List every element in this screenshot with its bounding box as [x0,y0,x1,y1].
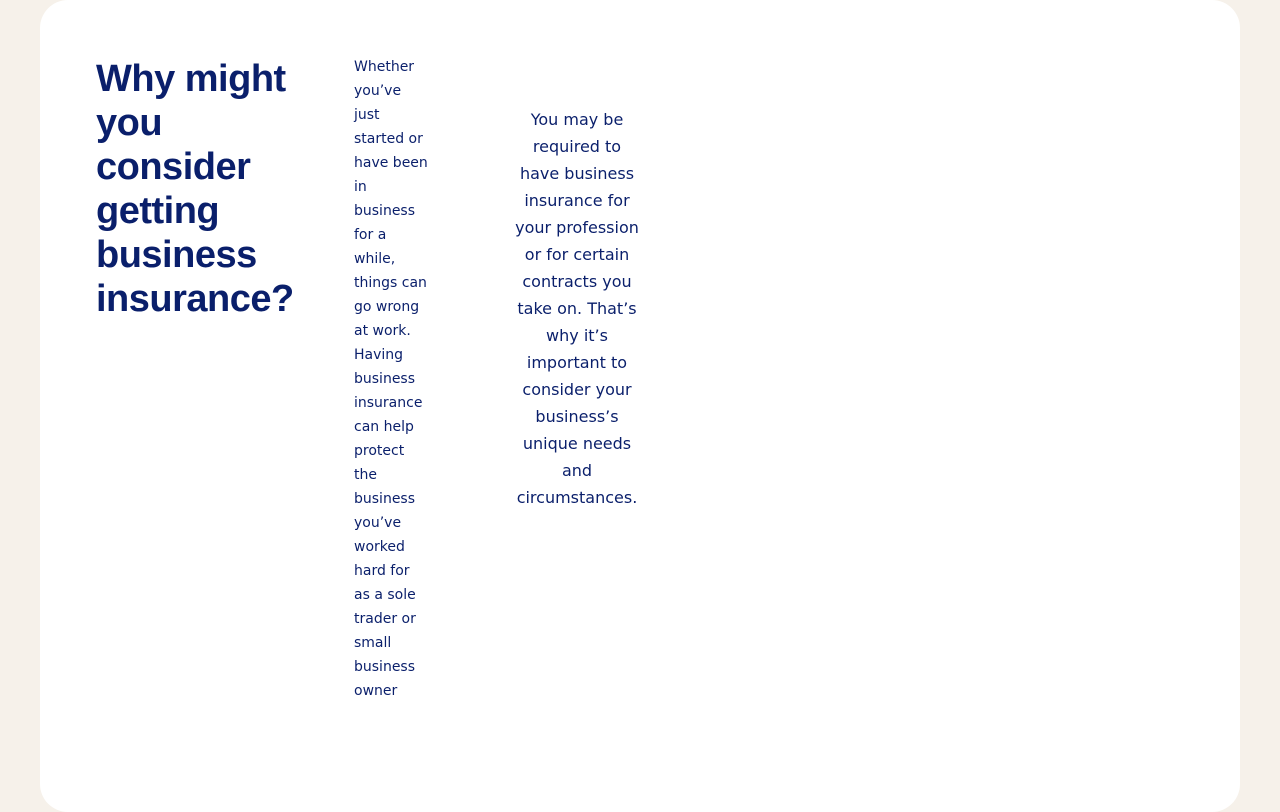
intro-paragraph: Whether you’ve just started or have been… [354,59,428,699]
requirement-note: You may be required to have business ins… [515,110,639,507]
content-card [40,0,1240,812]
section-heading: Why might you consider getting business … [96,58,294,320]
